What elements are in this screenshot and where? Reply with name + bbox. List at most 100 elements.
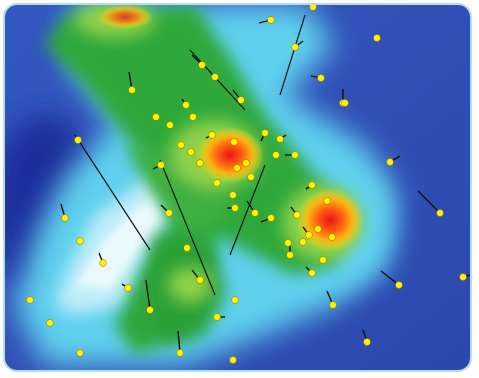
station-marker[interactable] [246, 200, 259, 217]
station-marker[interactable] [189, 113, 197, 121]
station-marker[interactable] [302, 226, 313, 239]
station-marker[interactable] [74, 136, 82, 144]
station-marker[interactable] [181, 98, 190, 109]
station-marker[interactable] [258, 16, 275, 24]
station-marker[interactable] [362, 329, 371, 346]
station-marker[interactable] [305, 181, 316, 190]
station-marker[interactable] [242, 159, 250, 167]
station-marker[interactable] [230, 138, 238, 146]
station-dot [293, 211, 301, 219]
station-marker[interactable] [276, 134, 287, 143]
station-dot [363, 338, 371, 346]
station-marker[interactable] [323, 197, 331, 205]
station-dot [386, 158, 394, 166]
station-dot [196, 159, 204, 167]
station-marker[interactable] [459, 273, 470, 281]
station-dot [61, 214, 69, 222]
station-dot [46, 319, 54, 327]
station-marker[interactable] [233, 164, 241, 172]
station-marker[interactable] [205, 131, 216, 139]
station-dot [237, 96, 245, 104]
station-marker[interactable] [191, 54, 206, 69]
station-marker[interactable] [187, 148, 195, 156]
station-dot [341, 99, 349, 107]
station-marker[interactable] [229, 191, 237, 199]
station-marker[interactable] [328, 233, 336, 241]
station-dot [196, 276, 204, 284]
station-dot [183, 244, 191, 252]
station-dot [286, 251, 294, 259]
station-marker[interactable] [314, 225, 322, 233]
station-marker[interactable] [310, 74, 325, 82]
station-dot [26, 296, 34, 304]
station-marker[interactable] [46, 319, 54, 327]
station-dot [213, 179, 221, 187]
station-marker[interactable] [373, 34, 381, 42]
station-dot [395, 281, 403, 289]
station-dot [319, 256, 327, 264]
station-marker[interactable] [417, 190, 444, 217]
station-marker[interactable] [227, 204, 239, 212]
station-marker[interactable] [26, 296, 34, 304]
station-marker[interactable] [166, 121, 174, 129]
station-marker[interactable] [260, 129, 269, 142]
station-dot [128, 86, 136, 94]
station-marker[interactable] [305, 266, 316, 277]
station-marker[interactable] [152, 161, 165, 170]
station-dot [436, 209, 444, 217]
station-marker[interactable] [272, 151, 280, 159]
station-dot [299, 238, 307, 246]
station-marker[interactable] [76, 237, 84, 245]
station-marker[interactable] [319, 256, 327, 264]
station-marker[interactable] [285, 151, 299, 159]
station-dot [187, 148, 195, 156]
station-marker[interactable] [341, 99, 349, 107]
station-dot [308, 181, 316, 189]
station-marker[interactable] [299, 238, 307, 246]
station-dot [177, 141, 185, 149]
station-dot [176, 349, 184, 357]
station-marker[interactable] [380, 270, 403, 289]
hotspot-upper [196, 127, 264, 183]
station-dot [230, 138, 238, 146]
station-marker[interactable] [286, 245, 294, 259]
station-marker[interactable] [260, 214, 275, 223]
station-dot [291, 151, 299, 159]
station-marker[interactable] [60, 203, 69, 222]
station-marker[interactable] [232, 89, 245, 104]
station-dot [267, 16, 275, 24]
station-marker[interactable] [213, 179, 221, 187]
heatmap-canvas [5, 5, 470, 370]
station-dot [308, 269, 316, 277]
station-dot [208, 131, 216, 139]
station-marker[interactable] [145, 279, 154, 314]
station-marker[interactable] [160, 204, 173, 217]
station-dot [247, 173, 255, 181]
station-marker[interactable] [211, 73, 219, 81]
station-dot [314, 225, 322, 233]
station-marker[interactable] [98, 252, 107, 267]
station-dot [213, 313, 221, 321]
station-marker[interactable] [121, 283, 132, 292]
station-marker[interactable] [291, 40, 304, 51]
station-marker[interactable] [177, 141, 185, 149]
station-marker[interactable] [196, 159, 204, 167]
station-marker[interactable] [247, 173, 255, 181]
station-marker[interactable] [309, 5, 317, 11]
station-marker[interactable] [128, 71, 136, 94]
station-dot [99, 259, 107, 267]
station-marker[interactable] [290, 206, 301, 219]
station-marker[interactable] [183, 244, 191, 252]
station-dot [165, 209, 173, 217]
station-marker[interactable] [386, 155, 401, 166]
station-marker[interactable] [76, 349, 84, 357]
station-dot [305, 231, 313, 239]
station-marker[interactable] [191, 269, 204, 284]
station-marker[interactable] [176, 330, 184, 357]
station-marker[interactable] [284, 239, 292, 247]
station-marker[interactable] [213, 313, 225, 321]
station-marker[interactable] [231, 296, 239, 304]
station-marker[interactable] [229, 356, 237, 364]
station-marker[interactable] [326, 290, 337, 309]
station-marker[interactable] [152, 113, 160, 121]
